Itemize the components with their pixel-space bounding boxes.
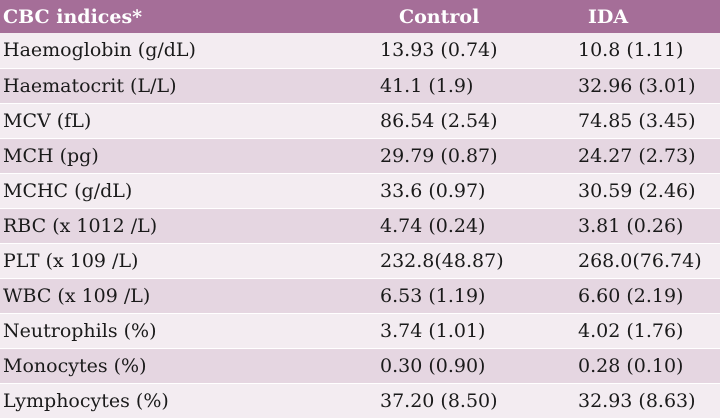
header-control: Control	[399, 5, 480, 28]
row-label: Monocytes (%)	[0, 348, 330, 384]
table-row: Haemoglobin (g/dL) 13.93 (0.74) 10.8 (1.…	[0, 33, 720, 69]
row-label: Lymphocytes (%)	[0, 383, 330, 418]
control-value: 41.1 (1.9)	[330, 68, 530, 104]
table-row: Haematocrit (L/L) 41.1 (1.9) 32.96 (3.01…	[0, 68, 720, 104]
table-row: MCHC (g/dL) 33.6 (0.97) 30.59 (2.46)	[0, 173, 720, 209]
control-value: 13.93 (0.74)	[330, 33, 530, 69]
ida-value: 30.59 (2.46)	[530, 173, 720, 209]
ida-value: 4.02 (1.76)	[530, 313, 720, 349]
header-cbc-indices: CBC indices*	[3, 5, 143, 28]
row-label: MCHC (g/dL)	[0, 173, 330, 209]
row-label: Haematocrit (L/L)	[0, 68, 330, 104]
row-label: RBC (x 1012 /L)	[0, 208, 330, 244]
table-row: PLT (x 109 /L) 232.8(48.87) 268.0(76.74)	[0, 243, 720, 279]
ida-value: 6.60 (2.19)	[530, 278, 720, 314]
ida-value: 3.81 (0.26)	[530, 208, 720, 244]
ida-value: 74.85 (3.45)	[530, 103, 720, 139]
table-body: Haemoglobin (g/dL) 13.93 (0.74) 10.8 (1.…	[0, 33, 720, 418]
control-value: 4.74 (0.24)	[330, 208, 530, 244]
ida-value: 0.28 (0.10)	[530, 348, 720, 384]
row-label: Neutrophils (%)	[0, 313, 330, 349]
row-label: MCV (fL)	[0, 103, 330, 139]
row-label: WBC (x 109 /L)	[0, 278, 330, 314]
control-value: 33.6 (0.97)	[330, 173, 530, 209]
control-value: 29.79 (0.87)	[330, 138, 530, 174]
table-row: Monocytes (%) 0.30 (0.90) 0.28 (0.10)	[0, 348, 720, 384]
ida-value: 10.8 (1.11)	[530, 33, 720, 69]
control-value: 0.30 (0.90)	[330, 348, 530, 384]
table-row: MCV (fL) 86.54 (2.54) 74.85 (3.45)	[0, 103, 720, 139]
table-row: Neutrophils (%) 3.74 (1.01) 4.02 (1.76)	[0, 313, 720, 349]
control-value: 232.8(48.87)	[330, 243, 530, 279]
ida-value: 268.0(76.74)	[530, 243, 720, 279]
control-value: 86.54 (2.54)	[330, 103, 530, 139]
row-label: MCH (pg)	[0, 138, 330, 174]
table-row: Lymphocytes (%) 37.20 (8.50) 32.93 (8.63…	[0, 383, 720, 418]
table-row: RBC (x 1012 /L) 4.74 (0.24) 3.81 (0.26)	[0, 208, 720, 244]
row-label: Haemoglobin (g/dL)	[0, 33, 330, 69]
ida-value: 32.96 (3.01)	[530, 68, 720, 104]
table-row: WBC (x 109 /L) 6.53 (1.19) 6.60 (2.19)	[0, 278, 720, 314]
ida-value: 32.93 (8.63)	[530, 383, 720, 418]
header-ida: IDA	[588, 5, 629, 28]
control-value: 37.20 (8.50)	[330, 383, 530, 418]
table-row: MCH (pg) 29.79 (0.87) 24.27 (2.73)	[0, 138, 720, 174]
ida-value: 24.27 (2.73)	[530, 138, 720, 174]
row-label: PLT (x 109 /L)	[0, 243, 330, 279]
control-value: 6.53 (1.19)	[330, 278, 530, 314]
header-row: CBC indices* Control IDA	[0, 0, 720, 33]
table-header: CBC indices* Control IDA	[0, 0, 720, 33]
control-value: 3.74 (1.01)	[330, 313, 530, 349]
